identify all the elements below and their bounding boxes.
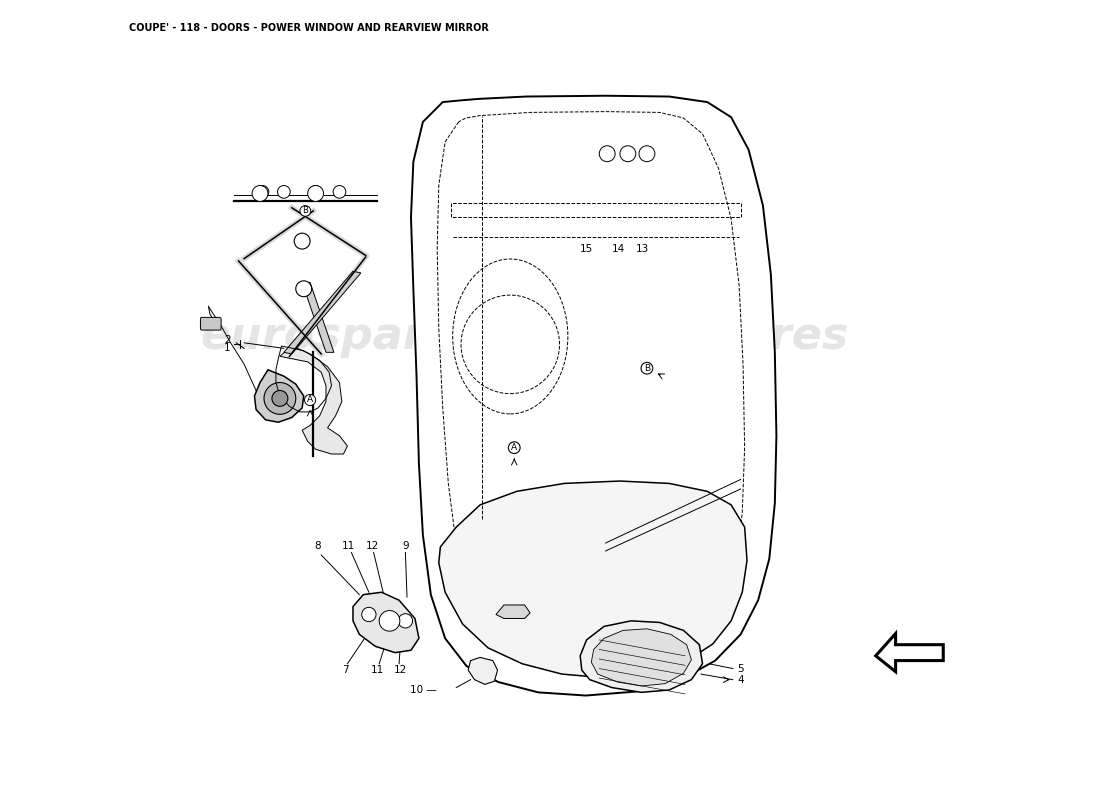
Text: 6: 6: [704, 614, 711, 623]
Text: 8: 8: [315, 541, 321, 551]
Polygon shape: [496, 605, 530, 618]
Polygon shape: [876, 634, 944, 672]
Polygon shape: [279, 346, 348, 454]
Text: 5: 5: [737, 663, 744, 674]
Circle shape: [264, 382, 296, 414]
Polygon shape: [302, 282, 334, 352]
Polygon shape: [469, 658, 497, 685]
Text: 1: 1: [224, 343, 231, 354]
Text: A: A: [512, 443, 517, 452]
Polygon shape: [284, 271, 361, 354]
Text: 14: 14: [612, 244, 625, 254]
Polygon shape: [580, 621, 703, 692]
Polygon shape: [592, 629, 692, 686]
Polygon shape: [254, 370, 304, 422]
Circle shape: [308, 186, 323, 202]
Circle shape: [277, 186, 290, 198]
Polygon shape: [353, 592, 419, 653]
Text: 4: 4: [737, 674, 744, 685]
Text: 2: 2: [224, 335, 231, 346]
Text: 12: 12: [365, 541, 378, 551]
Polygon shape: [411, 96, 777, 695]
Text: 7: 7: [342, 665, 349, 675]
Circle shape: [272, 390, 288, 406]
Circle shape: [252, 186, 268, 202]
Text: eurospares: eurospares: [200, 315, 482, 358]
Circle shape: [309, 186, 322, 198]
Circle shape: [294, 233, 310, 249]
Circle shape: [256, 186, 268, 198]
Text: 12: 12: [394, 665, 407, 675]
Text: COUPE' - 118 - DOORS - POWER WINDOW AND REARVIEW MIRROR: COUPE' - 118 - DOORS - POWER WINDOW AND …: [129, 22, 488, 33]
Circle shape: [620, 146, 636, 162]
Polygon shape: [439, 481, 747, 678]
FancyBboxPatch shape: [200, 318, 221, 330]
Text: A: A: [307, 395, 314, 405]
Circle shape: [379, 610, 400, 631]
Text: 10 —: 10 —: [410, 685, 437, 695]
Text: B: B: [302, 206, 308, 215]
Circle shape: [398, 614, 412, 628]
Circle shape: [362, 607, 376, 622]
Text: B: B: [644, 364, 650, 373]
Circle shape: [600, 146, 615, 162]
Text: 3: 3: [638, 592, 645, 602]
Text: 11: 11: [371, 665, 384, 675]
Text: eurospares: eurospares: [568, 315, 849, 358]
Text: 11: 11: [342, 541, 355, 551]
Circle shape: [639, 146, 654, 162]
Circle shape: [383, 614, 397, 628]
Circle shape: [296, 281, 311, 297]
Text: 9: 9: [403, 541, 409, 551]
Text: 13: 13: [636, 244, 649, 254]
Circle shape: [333, 186, 345, 198]
Text: 15: 15: [580, 244, 593, 254]
